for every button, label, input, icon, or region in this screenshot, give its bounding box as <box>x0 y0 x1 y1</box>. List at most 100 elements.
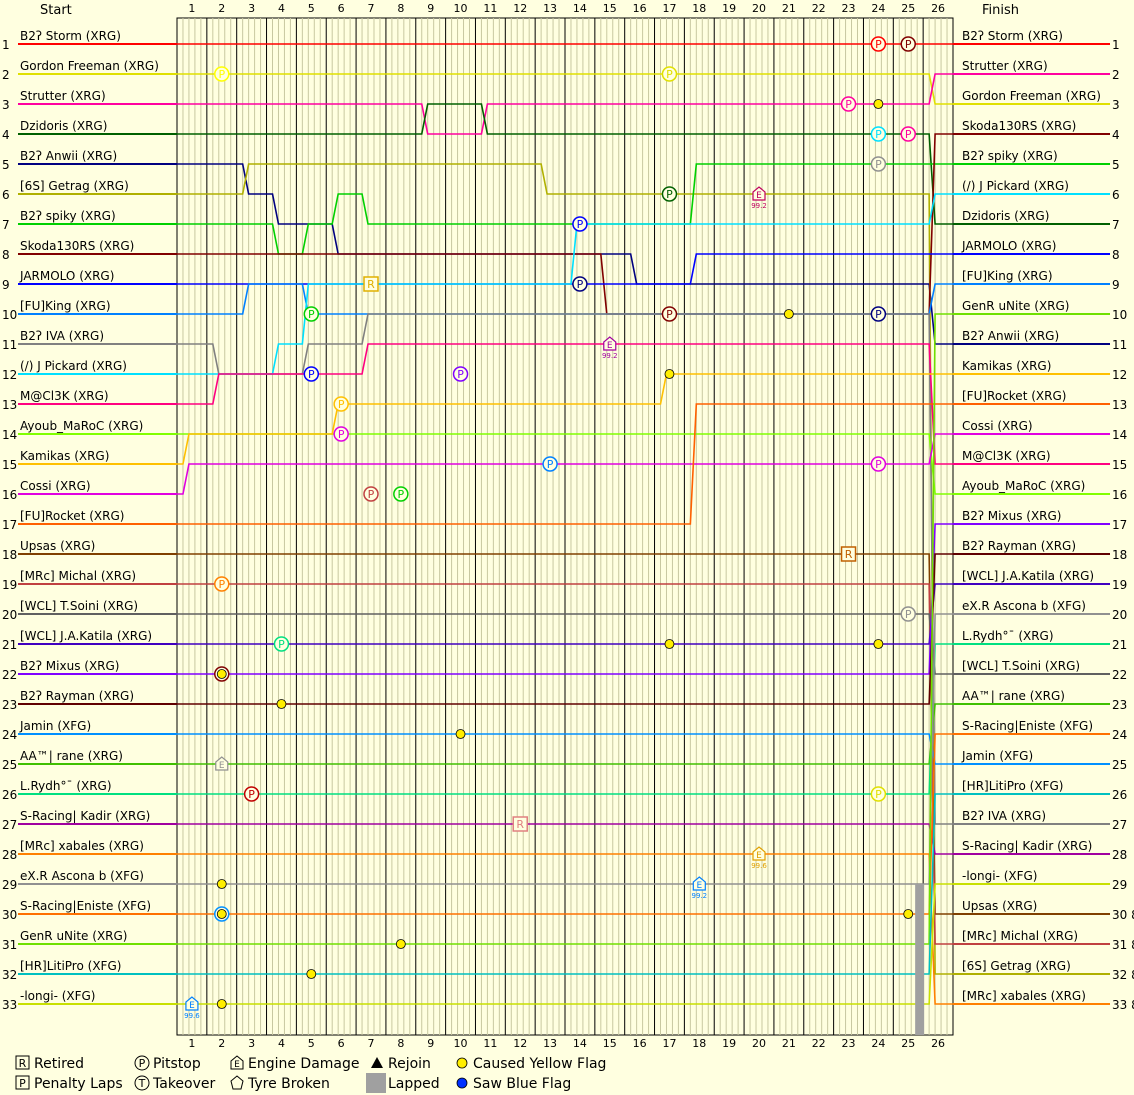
legend-icon-engine <box>230 1055 244 1070</box>
finish-driver-label: [WCL] T.Soini (XRG) <box>962 659 1080 673</box>
position-tick-label-left: 18 <box>2 548 17 562</box>
lap-tick-label-bottom: 14 <box>573 1037 587 1050</box>
lap-tick-label-top: 1 <box>188 2 195 15</box>
position-tick-label-left: 11 <box>2 338 17 352</box>
legend-label: Saw Blue Flag <box>473 1076 571 1092</box>
position-tick-label-left: 14 <box>2 428 17 442</box>
yellow-flag-marker <box>783 309 794 319</box>
yellow-flag-marker <box>873 99 884 109</box>
pitstop-marker-label: P <box>875 788 882 801</box>
pitstop-marker <box>243 786 260 802</box>
series-line <box>177 403 953 525</box>
pitstop-marker-label: P <box>577 218 584 231</box>
pitstop-marker-label: P <box>577 278 584 291</box>
lap-tick-label-bottom: 11 <box>483 1037 497 1050</box>
pitstop-marker <box>542 456 558 472</box>
legend-label: Pitstop <box>153 1056 201 1072</box>
legend-icon-box <box>15 1055 30 1070</box>
legend-icon-blue-flag <box>456 1077 468 1089</box>
pitstop-marker-label: P <box>875 38 882 51</box>
pitstop-marker-label: P <box>368 488 375 501</box>
pitstop-marker-label: P <box>218 578 225 591</box>
position-tick-label-right: 3 <box>1112 98 1120 112</box>
start-driver-label: Jamin (XFG) <box>19 719 91 733</box>
legend-label: Takeover <box>152 1076 215 1092</box>
position-tick-label-left: 4 <box>2 128 10 142</box>
lap-tick-label-top: 7 <box>368 2 375 15</box>
series-line <box>177 313 953 945</box>
start-driver-label: Kamikas (XRG) <box>20 449 109 463</box>
lap-tick-label-bottom: 13 <box>543 1037 557 1050</box>
series-line <box>177 73 953 135</box>
engine-damage-marker <box>752 186 766 201</box>
pitstop-marker-label: P <box>308 308 315 321</box>
lap-tick-label-top: 8 <box>397 2 404 15</box>
engine-damage-marker-label: E <box>219 761 225 771</box>
start-driver-label: S-Racing| Kadir (XRG) <box>20 809 150 823</box>
position-tick-label-left: 7 <box>2 218 10 232</box>
finish-driver-label: B2ʔ Mixus (XRG) <box>962 509 1062 523</box>
lapped-bar <box>915 884 925 1035</box>
lap-tick-label-top: 24 <box>871 2 885 15</box>
position-tick-label-right: 5 <box>1112 158 1120 172</box>
retired-marker-label: R <box>367 278 375 291</box>
position-tick-label-right: 22 <box>1112 668 1127 682</box>
lap-tick-label-top: 6 <box>338 2 345 15</box>
series-line <box>177 523 953 675</box>
pitstop-marker <box>333 396 349 412</box>
position-tick-label-left: 26 <box>2 788 17 802</box>
position-tick-label-right: 8 <box>1112 248 1120 262</box>
pitstop-marker <box>452 366 469 382</box>
position-tick-label-right: 9 <box>1112 278 1120 292</box>
start-driver-label: [MRc] Michal (XRG) <box>20 569 136 583</box>
series-line <box>177 553 953 705</box>
pitstop-marker <box>333 426 349 442</box>
series-line <box>177 193 953 375</box>
retired-marker <box>363 276 379 292</box>
engine-damage-marker-label: E <box>189 1001 195 1011</box>
start-driver-label: [FU]Rocket (XRG) <box>20 509 124 523</box>
pitstop-marker <box>363 486 379 502</box>
position-tick-label-right: 11 <box>1112 338 1127 352</box>
pitstop-marker <box>572 276 588 292</box>
finish-driver-label: [FU]King (XRG) <box>962 269 1053 283</box>
position-tick-label-left: 6 <box>2 188 10 202</box>
position-tick-label-left: 32 <box>2 968 17 982</box>
pitstop-marker <box>303 366 320 382</box>
start-driver-label: eX.R Ascona b (XFG) <box>20 869 144 883</box>
yellow-flag-marker <box>664 369 675 379</box>
lap-tick-label-top: 15 <box>603 2 617 15</box>
position-tick-label-right: 23 <box>1112 698 1127 712</box>
engine-damage-marker-label: E <box>696 881 702 891</box>
lap-tick-label-top: 14 <box>573 2 587 15</box>
lap-tick-label-top: 23 <box>842 2 856 15</box>
position-tick-label-right: 1 <box>1112 38 1120 52</box>
yellow-flag-marker <box>216 999 227 1009</box>
engine-damage-marker <box>603 336 617 351</box>
start-driver-label: [WCL] J.A.Katila (XRG) <box>20 629 152 643</box>
lap-tick-label-top: 22 <box>812 2 826 15</box>
finish-driver-label: Kamikas (XRG) <box>962 359 1051 373</box>
position-tick-label-right: 12 <box>1112 368 1127 382</box>
finish-header: Finish <box>982 3 1019 18</box>
legend-icon-glyph: T <box>138 1077 146 1090</box>
position-tick-label-left: 24 <box>2 728 17 742</box>
lap-tick-label-bottom: 10 <box>454 1037 468 1050</box>
position-tick-label-left: 33 <box>2 998 17 1012</box>
start-driver-label: B2ʔ IVA (XRG) <box>20 329 104 343</box>
legend: R Retired P Pitstop E Engine Damage Rejoin Caus… <box>15 1055 606 1093</box>
pitstop-marker-label: P <box>666 68 673 81</box>
lap-tick-label-bottom: 24 <box>871 1037 885 1050</box>
finish-driver-label: B2ʔ Storm (XRG) <box>962 29 1063 43</box>
pitstop-marker <box>303 306 320 322</box>
lap-tick-label-bottom: 15 <box>603 1037 617 1050</box>
legend-label: Retired <box>34 1056 84 1072</box>
legend-icon-glyph: P <box>139 1057 146 1070</box>
lap-tick-label-top: 13 <box>543 2 557 15</box>
pitstop-marker <box>393 486 409 502</box>
series-line <box>177 613 953 885</box>
pitstop-marker-label: P <box>666 308 673 321</box>
series-line <box>177 793 953 975</box>
finish-driver-label: B2ʔ IVA (XRG) <box>962 809 1046 823</box>
start-driver-label: B2ʔ spiky (XRG) <box>20 209 116 223</box>
